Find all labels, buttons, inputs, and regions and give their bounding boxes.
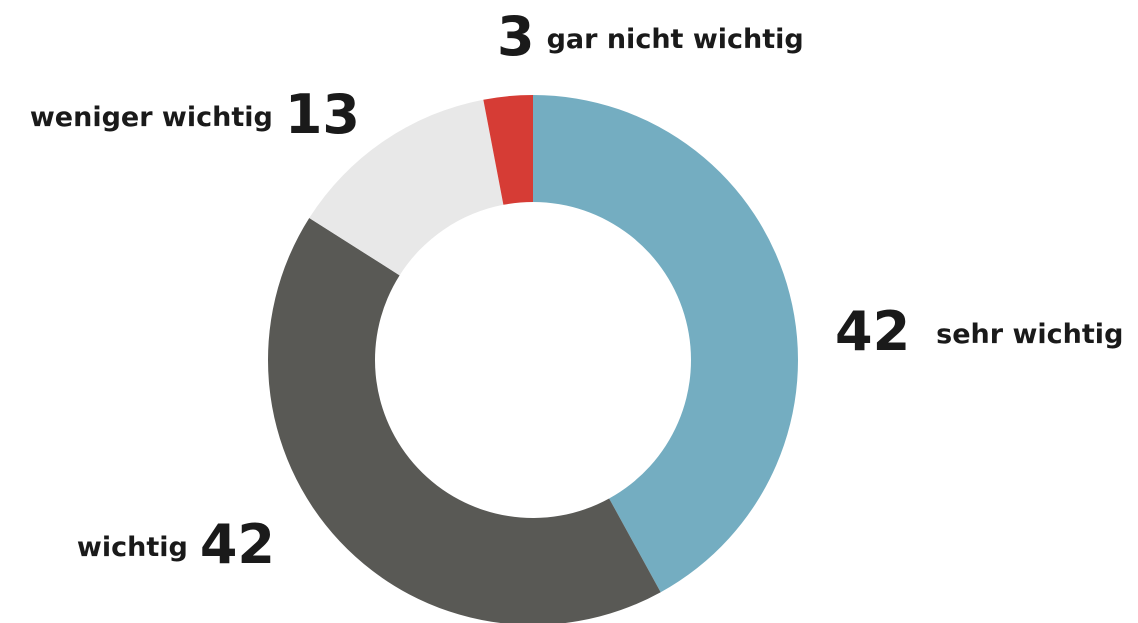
slice-label: weniger wichtig 13 — [30, 83, 360, 146]
slice-label: 42 sehr wichtig — [835, 300, 1123, 363]
category-label: sehr wichtig — [936, 319, 1123, 350]
donut-slice — [533, 95, 798, 593]
slice-label: 3 gar nicht wichtig — [497, 5, 804, 68]
category-label: wichtig — [77, 532, 188, 563]
donut-slice — [309, 99, 504, 276]
donut-slice — [483, 95, 533, 205]
category-label: gar nicht wichtig — [547, 24, 804, 55]
value-label: 42 — [835, 300, 910, 363]
value-label: 42 — [200, 513, 275, 576]
category-label: weniger wichtig — [30, 102, 273, 133]
value-label: 3 — [497, 5, 535, 68]
value-label: 13 — [285, 83, 360, 146]
donut-slice — [268, 218, 661, 623]
slice-label: wichtig 42 — [77, 513, 275, 576]
